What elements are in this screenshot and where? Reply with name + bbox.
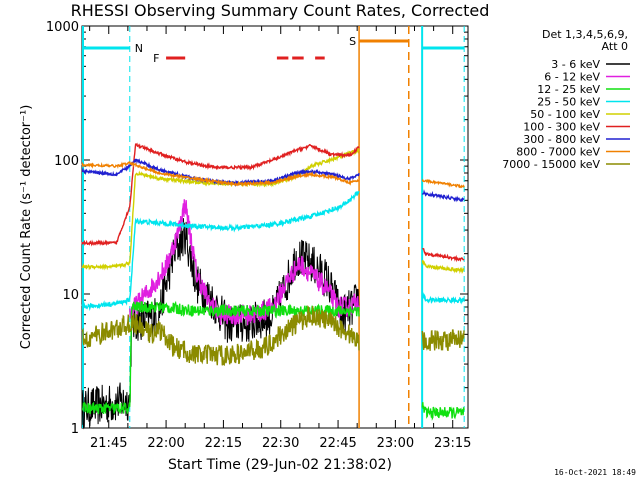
event-lines xyxy=(82,26,465,428)
x-tick-label: 22:30 xyxy=(262,436,299,451)
legend-label-25-50-kev: 25 - 50 keV xyxy=(537,96,600,109)
series-group xyxy=(81,142,465,430)
series-line xyxy=(422,247,465,263)
y-tick-label: 1 xyxy=(71,422,79,437)
legend-label-300-800-kev: 300 - 800 keV xyxy=(523,133,600,146)
night-marker-label: N xyxy=(135,42,143,55)
saa-marker-label: S xyxy=(349,35,356,48)
series-line xyxy=(421,189,465,203)
legend-header-1: Det 1,3,4,5,6,9, xyxy=(542,28,628,41)
plot-area xyxy=(81,25,469,429)
legend-header-2: Att 0 xyxy=(602,40,628,53)
legend-label-3-6-kev: 3 - 6 keV xyxy=(551,58,600,71)
legend-label-50-100-kev: 50 - 100 keV xyxy=(530,108,600,121)
marker-group: NF S xyxy=(83,35,465,65)
legend-label-6-12-kev: 6 - 12 keV xyxy=(544,71,600,84)
y-tick-label: 1000 xyxy=(46,20,79,35)
timestamp: 16-Oct-2021 18:49 xyxy=(554,468,636,477)
series-line xyxy=(81,142,360,247)
y-axis-label: Corrected Count Rate (s⁻¹ detector⁻¹) xyxy=(19,105,34,350)
legend-label-12-25-kev: 12 - 25 keV xyxy=(537,83,600,96)
series-800-7000-kev xyxy=(81,161,465,189)
series-line xyxy=(81,161,360,187)
series-line xyxy=(81,190,360,312)
series-line xyxy=(421,402,465,421)
flare-marker-label: F xyxy=(153,52,159,65)
series-line xyxy=(81,305,360,366)
series-line xyxy=(421,329,465,351)
series-25-50-kev xyxy=(81,190,465,312)
x-tick-label: 23:00 xyxy=(377,436,414,451)
legend-label-100-300-kev: 100 - 300 keV xyxy=(523,121,600,134)
legend-label-7000-15000-kev: 7000 - 15000 keV xyxy=(502,158,600,171)
x-tick-label: 22:15 xyxy=(205,436,242,451)
x-tick-label: 23:15 xyxy=(434,436,471,451)
x-tick-label: 21:45 xyxy=(90,436,127,451)
x-tick-label: 22:45 xyxy=(319,436,356,451)
y-axis: 1 10 100 1000 xyxy=(46,20,468,437)
series-line xyxy=(421,259,465,274)
chart-title: RHESSI Observing Summary Count Rates, Co… xyxy=(71,1,490,20)
series-100-300-kev xyxy=(81,142,465,263)
series-line xyxy=(421,178,465,189)
y-tick-label: 100 xyxy=(54,154,79,169)
legend-label-800-7000-kev: 800 - 7000 keV xyxy=(516,146,600,159)
x-axis-label: Start Time (29-Jun-02 21:38:02) xyxy=(168,457,392,473)
series-7000-15000-kev xyxy=(81,305,465,366)
series-line xyxy=(421,292,465,305)
plot-frame xyxy=(81,25,469,429)
y-tick-label: 10 xyxy=(62,288,79,303)
x-tick-label: 22:00 xyxy=(147,436,184,451)
x-axis: 21:45 22:00 22:15 22:30 22:45 23:00 23:15 xyxy=(89,26,471,451)
